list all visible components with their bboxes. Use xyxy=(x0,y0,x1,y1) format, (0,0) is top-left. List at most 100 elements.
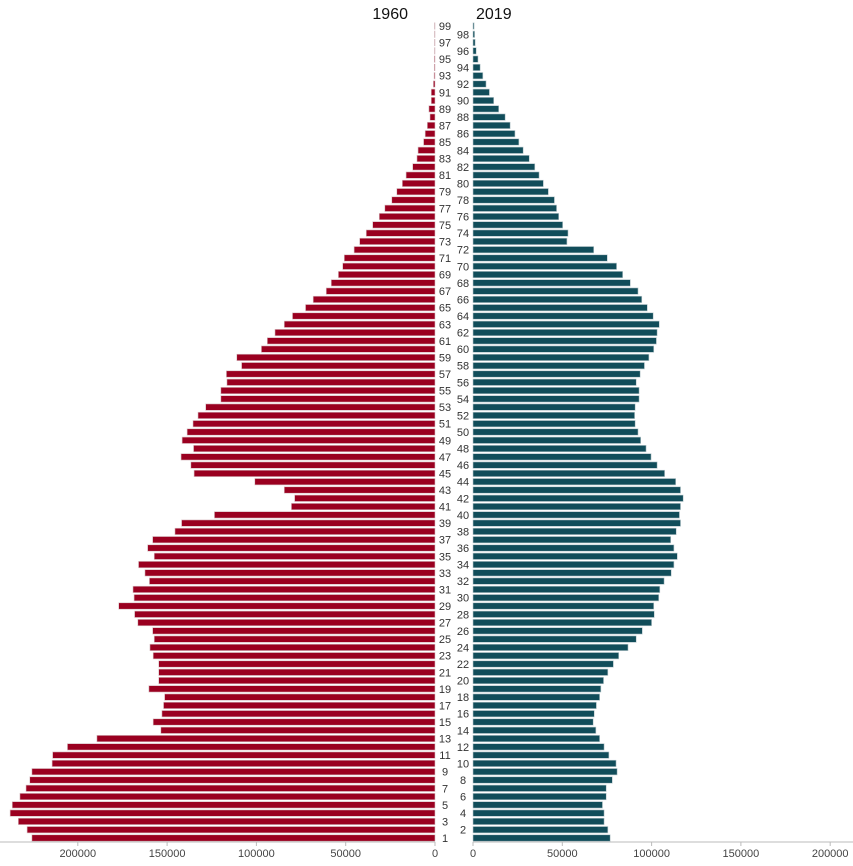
age-label: 48 xyxy=(457,444,469,456)
bar-2019-age-8 xyxy=(472,776,613,784)
bar-1960-age-15 xyxy=(152,718,436,726)
bar-1960-age-85 xyxy=(423,138,436,146)
bar-1960-age-73 xyxy=(359,237,436,245)
age-label: 88 xyxy=(457,112,469,124)
age-label: 34 xyxy=(457,560,469,572)
bar-1960-age-87 xyxy=(427,121,436,129)
age-label: 2 xyxy=(460,825,466,837)
bar-1960-age-29 xyxy=(118,602,436,610)
bar-2019-age-57 xyxy=(472,370,641,378)
age-label: 31 xyxy=(439,584,451,596)
bar-2019-age-27 xyxy=(472,619,652,627)
bar-1960-age-23 xyxy=(152,652,436,660)
bar-1960-age-67 xyxy=(325,287,436,295)
bar-1960-age-74 xyxy=(365,229,436,237)
age-label: 63 xyxy=(439,319,451,331)
bar-2019-age-91 xyxy=(472,88,490,96)
bar-1960-age-35 xyxy=(153,552,436,560)
bar-1960-age-17 xyxy=(163,701,436,709)
bar-2019-age-39 xyxy=(472,519,681,527)
age-label: 18 xyxy=(457,692,469,704)
bar-2019-age-83 xyxy=(472,155,530,163)
age-label: 70 xyxy=(457,261,469,273)
bar-2019-age-29 xyxy=(472,602,655,610)
age-label: 25 xyxy=(439,634,451,646)
bar-1960-age-99 xyxy=(434,22,436,30)
bar-2019-age-56 xyxy=(472,378,637,386)
age-label: 69 xyxy=(439,270,451,282)
bar-1960-age-69 xyxy=(338,271,436,279)
bar-1960-age-76 xyxy=(378,213,436,221)
age-label: 60 xyxy=(457,344,469,356)
age-label: 19 xyxy=(439,684,451,696)
bar-2019-age-33 xyxy=(472,569,672,577)
bars-1960 xyxy=(9,22,436,842)
bar-1960-age-10 xyxy=(51,759,436,767)
bar-2019-age-9 xyxy=(472,768,618,776)
age-label: 42 xyxy=(457,493,469,505)
bar-1960-age-82 xyxy=(412,163,436,171)
bar-2019-age-93 xyxy=(472,72,484,80)
bar-1960-age-13 xyxy=(96,735,436,743)
bar-2019-age-65 xyxy=(472,304,648,312)
age-label: 59 xyxy=(439,352,451,364)
bar-1960-age-53 xyxy=(205,403,436,411)
age-label: 95 xyxy=(439,54,451,66)
bar-1960-age-32 xyxy=(149,577,436,585)
bar-2019-age-85 xyxy=(472,138,520,146)
age-label: 1 xyxy=(442,833,448,845)
bar-1960-age-80 xyxy=(402,179,436,187)
bar-2019-age-30 xyxy=(472,594,660,602)
bar-1960-age-46 xyxy=(190,461,436,469)
age-label: 83 xyxy=(439,154,451,166)
bar-1960-age-5 xyxy=(11,801,436,809)
bar-2019-age-75 xyxy=(472,221,563,229)
bar-1960-age-64 xyxy=(292,312,436,320)
bar-1960-age-59 xyxy=(236,353,436,361)
bar-1960-age-88 xyxy=(429,113,436,121)
bar-2019-age-95 xyxy=(472,55,479,63)
age-label: 13 xyxy=(439,734,451,746)
age-label: 22 xyxy=(457,659,469,671)
bar-2019-age-59 xyxy=(472,353,650,361)
bar-2019-age-17 xyxy=(472,701,597,709)
bar-2019-age-58 xyxy=(472,362,645,370)
age-label: 80 xyxy=(457,178,469,190)
age-label: 4 xyxy=(460,808,466,820)
bar-2019-age-86 xyxy=(472,130,516,138)
age-label: 10 xyxy=(457,758,469,770)
bar-1960-age-44 xyxy=(254,478,436,486)
tick-label-right: 200000 xyxy=(812,848,849,860)
bar-2019-age-47 xyxy=(472,453,652,461)
age-label: 92 xyxy=(457,79,469,91)
bar-2019-age-69 xyxy=(472,271,623,279)
bar-1960-age-12 xyxy=(67,743,436,751)
bar-2019-age-79 xyxy=(472,188,549,196)
bar-2019-age-1 xyxy=(472,834,611,842)
bar-1960-age-9 xyxy=(31,768,436,776)
age-label: 82 xyxy=(457,162,469,174)
bar-1960-age-45 xyxy=(193,469,436,477)
bar-1960-age-8 xyxy=(29,776,436,784)
age-label: 8 xyxy=(460,775,466,787)
bar-2019-age-21 xyxy=(472,668,609,676)
bar-1960-age-62 xyxy=(274,329,436,337)
bar-2019-age-97 xyxy=(472,39,476,47)
age-label: 33 xyxy=(439,568,451,580)
bar-2019-age-63 xyxy=(472,320,660,328)
bar-2019-age-7 xyxy=(472,784,607,792)
age-label: 43 xyxy=(439,485,451,497)
bar-1960-age-93 xyxy=(433,72,436,80)
age-label: 67 xyxy=(439,286,451,298)
age-label: 51 xyxy=(439,419,451,431)
bar-1960-age-19 xyxy=(148,685,436,693)
bar-1960-age-47 xyxy=(180,453,436,461)
bar-1960-age-26 xyxy=(152,627,436,635)
bar-1960-age-84 xyxy=(417,146,436,154)
bar-2019-age-74 xyxy=(472,229,569,237)
bar-1960-age-79 xyxy=(396,188,436,196)
right-title: 2019 xyxy=(476,6,512,23)
bar-2019-age-46 xyxy=(472,461,658,469)
age-label: 84 xyxy=(457,145,469,157)
age-label: 93 xyxy=(439,71,451,83)
